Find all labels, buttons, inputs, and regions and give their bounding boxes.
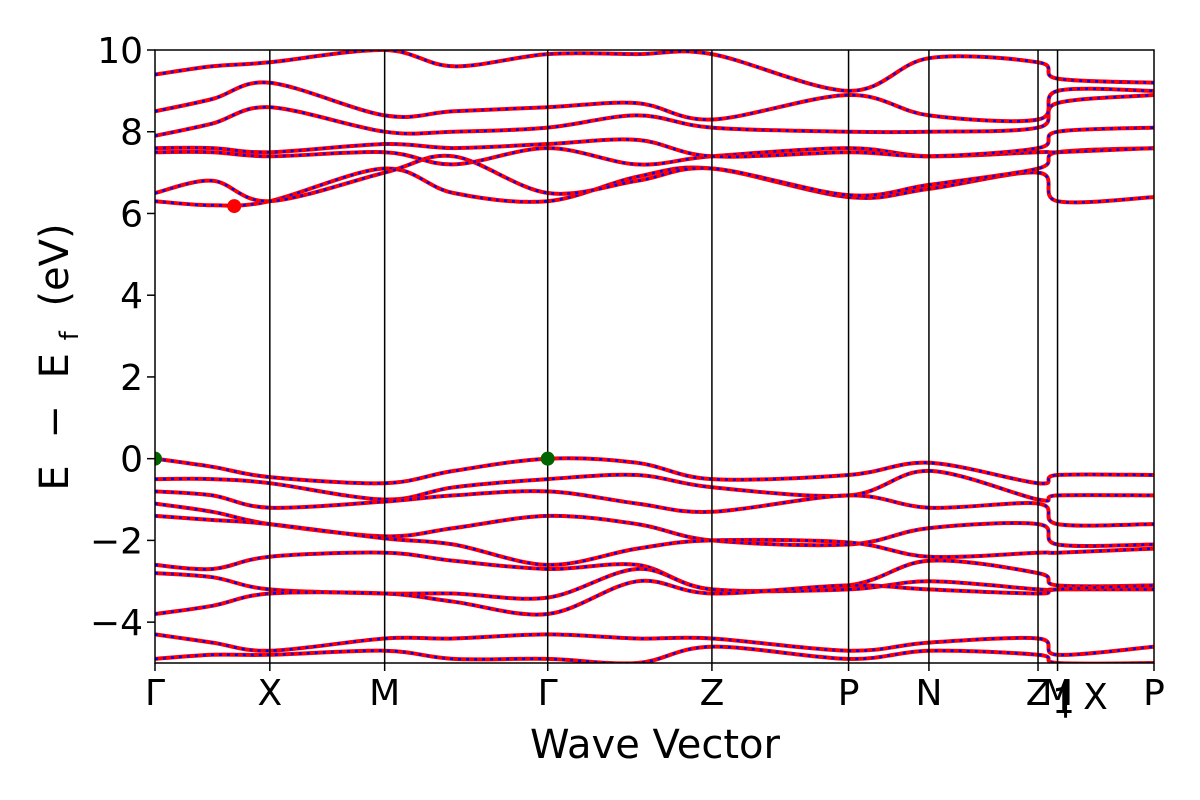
- band-line-spin-down: [155, 457, 1154, 485]
- band-line-spin-down: [155, 579, 1154, 616]
- band-line-spin-down: [155, 126, 1154, 158]
- high-symmetry-lines: [269, 50, 1059, 663]
- x-axis-label: Wave Vector: [530, 722, 781, 768]
- y-tick-label: 8: [120, 113, 143, 154]
- y-axis-label: E − E f (eV): [32, 223, 88, 490]
- x-tick-label: M: [369, 673, 400, 714]
- x-tick-label: M: [1042, 673, 1073, 714]
- x-tick-label: N: [915, 673, 942, 714]
- x-tick-label: P: [838, 673, 860, 714]
- plot-frame: [154, 49, 1155, 664]
- y-tick-label: 10: [97, 31, 143, 72]
- y-label-sub-f: f: [55, 330, 85, 340]
- x-tick-label: Z: [700, 673, 725, 714]
- band-line-spin-down: [155, 146, 1154, 203]
- x-tick-subscript: 1: [1052, 681, 1075, 722]
- y-tick-label: 0: [120, 440, 143, 481]
- y-tick-label: −4: [90, 603, 143, 644]
- x-tick-extra-label: | X: [1060, 677, 1108, 718]
- y-label-e2: E: [32, 353, 78, 378]
- y-label-e: E: [32, 465, 78, 490]
- y-tick-label: 6: [120, 194, 143, 235]
- vbm-marker: [540, 451, 555, 466]
- cbm-marker: [227, 199, 242, 214]
- band-line-spin-down: [155, 469, 1154, 502]
- x-tick-label: P: [1143, 673, 1165, 714]
- band-extrema-markers: [155, 199, 555, 466]
- band-line-spin-down: [155, 551, 1154, 593]
- band-line-spin-down: [155, 645, 1154, 663]
- vbm-marker: [155, 451, 162, 466]
- y-tick-label: 2: [120, 358, 143, 399]
- x-tick-label: X: [257, 673, 282, 714]
- band-line-spin-down: [155, 146, 1154, 166]
- y-axis-ticks: −4 −2 0 2 4 6 8 10: [90, 31, 155, 644]
- y-tick-label: −2: [90, 521, 143, 562]
- band-line-spin-down: [155, 567, 1154, 601]
- y-label-unit: (eV): [32, 223, 78, 306]
- band-line-spin-down: [155, 514, 1154, 567]
- band-line-spin-down: [155, 81, 1154, 123]
- x-tick-label: Γ: [145, 673, 165, 714]
- x-tick-label: Γ: [538, 673, 558, 714]
- y-label-minus: −: [32, 405, 78, 439]
- x-axis-ticks: Γ X M Γ Z P N ZM P1| X: [145, 663, 1165, 722]
- x-tick-label: Z: [1026, 673, 1051, 714]
- band-line-spin-down: [155, 633, 1154, 657]
- y-tick-label: 4: [120, 276, 143, 317]
